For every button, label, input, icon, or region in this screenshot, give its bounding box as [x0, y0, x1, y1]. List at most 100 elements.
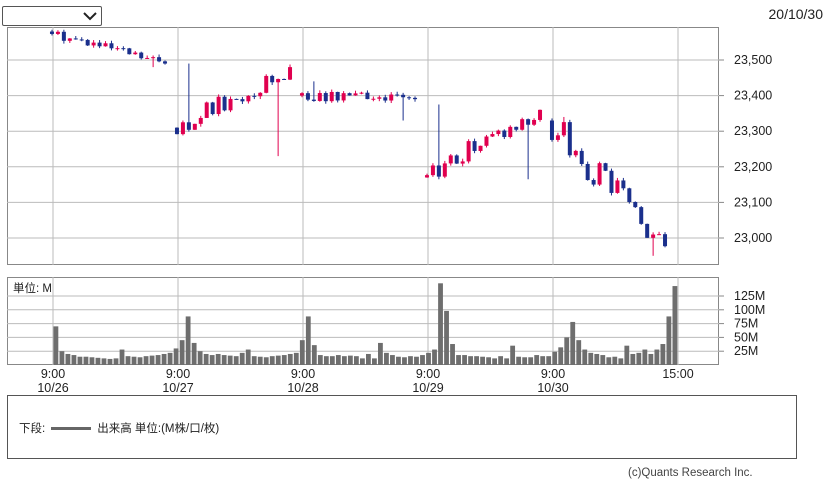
candle-body — [365, 92, 370, 100]
candle-body — [430, 165, 435, 176]
candle-body — [222, 96, 227, 111]
volume-bar — [191, 342, 197, 365]
candle-body — [573, 150, 578, 156]
volume-bar — [408, 356, 413, 365]
candle-body — [639, 207, 644, 224]
candle-body — [282, 78, 287, 80]
candle-body — [371, 98, 376, 100]
volume-bar — [71, 355, 77, 365]
volume-bar — [366, 353, 371, 365]
volume-bar — [630, 353, 636, 365]
x-tick-time: 9:00 — [166, 367, 190, 381]
volume-bar — [492, 358, 498, 365]
stock-chart: 23,500 23,400 23,300 23,200 23,100 23,000 125M… — [7, 27, 772, 395]
volume-bar — [582, 349, 588, 365]
volume-bar — [239, 352, 245, 365]
volume-bar — [293, 352, 299, 365]
candle-body — [496, 130, 501, 135]
volume-bar — [462, 355, 467, 365]
volume-bar — [149, 355, 155, 365]
volume-bar — [95, 357, 101, 365]
volume-bar — [522, 357, 528, 365]
price-tick-label: 23,100 — [734, 195, 772, 209]
legend-line-swatch — [51, 426, 92, 430]
candle-body — [520, 119, 525, 130]
volume-bar — [179, 340, 185, 365]
volume-bar — [125, 356, 131, 365]
candle-body — [603, 163, 608, 171]
volume-bar — [504, 358, 510, 365]
volume-bar — [444, 310, 449, 365]
volume-bar — [65, 353, 71, 365]
candle-body — [549, 120, 554, 140]
candle-body — [514, 126, 519, 130]
candle-body — [353, 93, 358, 96]
candle-body — [645, 223, 650, 238]
chevron-down-icon — [83, 12, 97, 21]
volume-bar — [564, 337, 570, 365]
candle-body — [407, 97, 412, 99]
legend-prefix: 下段: — [19, 423, 46, 435]
candle-body — [288, 67, 293, 80]
candle-body — [424, 175, 429, 178]
candle-body — [252, 95, 257, 97]
volume-bar — [384, 352, 389, 365]
volume-bar — [558, 347, 564, 365]
candle-body — [270, 75, 275, 83]
candle-body — [311, 99, 316, 101]
candle-body — [246, 95, 251, 102]
price-tick-label: 23,200 — [734, 160, 772, 174]
volume-bar — [143, 356, 149, 365]
volume-bar — [311, 345, 317, 365]
candle-body — [585, 163, 590, 181]
candle-body — [347, 93, 352, 96]
volume-bar — [269, 356, 275, 365]
volume-bar — [474, 356, 479, 365]
candle-body — [121, 48, 126, 50]
volume-bar — [119, 349, 125, 365]
x-tick-date: 10/28 — [287, 381, 318, 395]
candle-body — [490, 134, 495, 137]
volume-bar — [89, 357, 95, 365]
range-select[interactable] — [2, 6, 102, 26]
volume-bar — [660, 344, 666, 365]
candle-body — [186, 122, 191, 130]
candle-body — [341, 93, 346, 101]
candle-body — [151, 57, 156, 59]
candle-body — [627, 188, 632, 203]
candle-body — [395, 94, 400, 96]
candle-body — [555, 135, 560, 140]
candle-body — [163, 61, 168, 64]
candle-body — [460, 161, 465, 164]
candle-body — [234, 98, 239, 100]
candle-body — [609, 170, 614, 193]
volume-bar — [353, 356, 359, 365]
price-tick-label: 23,500 — [734, 53, 772, 67]
volume-bar — [101, 358, 107, 365]
volume-bar — [59, 351, 65, 365]
volume-bar — [438, 283, 443, 365]
candle-body — [335, 91, 340, 101]
candle-body — [389, 94, 394, 101]
volume-bar — [323, 356, 329, 365]
volume-bar — [77, 356, 83, 365]
candle-body — [139, 52, 144, 59]
volume-bar — [624, 345, 630, 365]
candle-body — [329, 91, 334, 102]
volume-bar — [167, 352, 173, 365]
volume-bar — [281, 355, 287, 365]
candle-body — [97, 42, 102, 47]
volume-bar — [552, 351, 558, 365]
volume-bar — [456, 355, 461, 365]
candle-body — [55, 31, 60, 34]
candle-body — [180, 122, 185, 135]
candle-body — [448, 155, 453, 164]
candle-body — [436, 165, 441, 177]
volume-unit-label: 単位: M — [13, 281, 52, 295]
volume-bar — [359, 358, 365, 365]
volume-bar — [173, 348, 179, 365]
candle-body — [478, 145, 483, 151]
volume-tick-label: 125M — [734, 289, 765, 303]
volume-bar — [528, 357, 534, 365]
volume-bar — [107, 358, 113, 365]
